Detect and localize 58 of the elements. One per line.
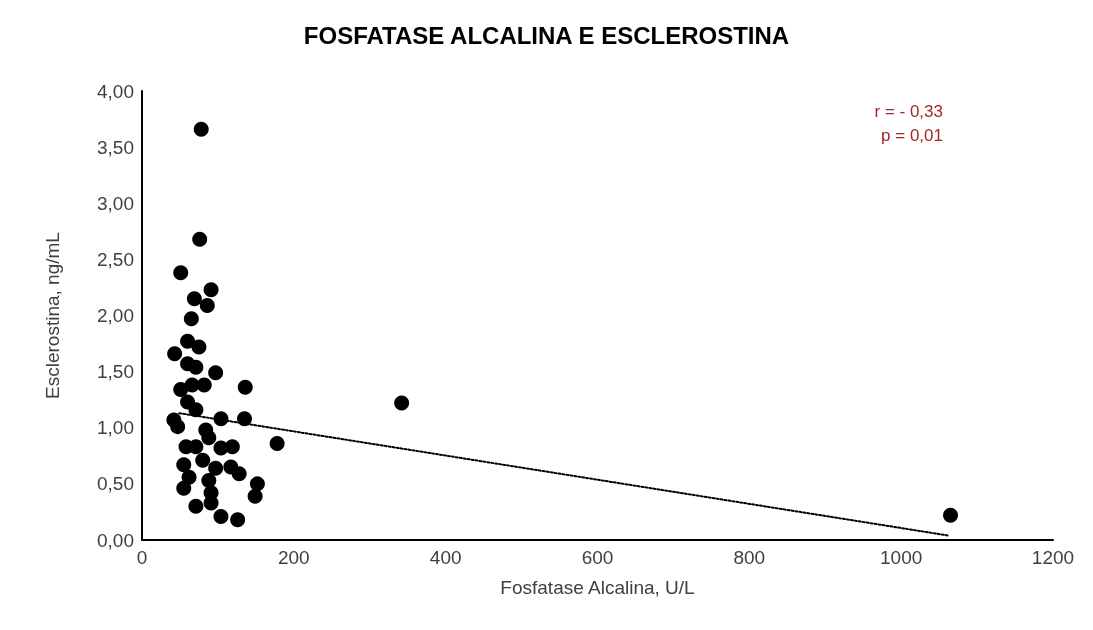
y-tick-label: 2,50 xyxy=(97,248,134,270)
x-tick-label: 200 xyxy=(277,547,310,568)
point xyxy=(196,377,212,393)
point xyxy=(192,231,208,247)
x-tick-label: 1000 xyxy=(880,547,923,568)
point xyxy=(201,473,217,488)
point xyxy=(249,476,265,492)
chart-title: FOSFATASE ALCALINA E ESCLEROSTINA xyxy=(303,21,790,49)
y-axis-title: Esclerostina, ng/mL xyxy=(42,232,63,399)
y-tick-label: 4,00 xyxy=(97,80,134,102)
x-tick-label: 400 xyxy=(429,547,462,568)
point xyxy=(180,333,196,349)
annotation: r = - 0,33 xyxy=(874,102,944,121)
y-tick-label: 2,00 xyxy=(97,305,134,326)
point xyxy=(208,365,224,381)
y-tick-label: 3,50 xyxy=(97,136,134,158)
point xyxy=(199,297,215,313)
point xyxy=(167,346,183,362)
point xyxy=(181,469,197,485)
point xyxy=(203,282,219,298)
point xyxy=(173,382,189,398)
point xyxy=(208,460,224,476)
point xyxy=(183,311,199,327)
x-tick-label: 600 xyxy=(581,547,614,568)
point xyxy=(191,339,207,355)
point xyxy=(186,291,202,307)
y-tick-label: 1,00 xyxy=(97,417,134,439)
point xyxy=(943,507,959,523)
y-tick-label: 1,50 xyxy=(97,361,134,383)
point xyxy=(224,439,240,455)
point xyxy=(203,495,219,511)
y-tick-label: 3,00 xyxy=(97,192,134,214)
point xyxy=(269,435,285,451)
x-tick-label: 1200 xyxy=(1031,547,1075,568)
point xyxy=(188,439,204,455)
point xyxy=(230,512,246,528)
point xyxy=(213,508,229,524)
point xyxy=(394,395,410,411)
point xyxy=(247,488,263,504)
point xyxy=(188,359,204,375)
point xyxy=(193,121,209,137)
point xyxy=(173,265,189,281)
point xyxy=(188,498,204,514)
point xyxy=(237,379,253,395)
point xyxy=(188,402,204,418)
x-tick-label: 800 xyxy=(733,547,766,568)
point xyxy=(237,411,252,427)
y-tick-label: 0,50 xyxy=(97,473,134,495)
point xyxy=(201,430,217,446)
x-axis-title: Fosfatase Alcalina, U/L xyxy=(500,577,695,598)
annotation: p = 0,01 xyxy=(881,126,944,145)
point xyxy=(231,466,247,482)
point xyxy=(170,419,186,435)
point xyxy=(176,480,192,496)
y-tick-label: 0,00 xyxy=(97,529,134,551)
point xyxy=(176,457,192,473)
point xyxy=(195,452,211,468)
x-tick-label: 0 xyxy=(136,547,148,568)
